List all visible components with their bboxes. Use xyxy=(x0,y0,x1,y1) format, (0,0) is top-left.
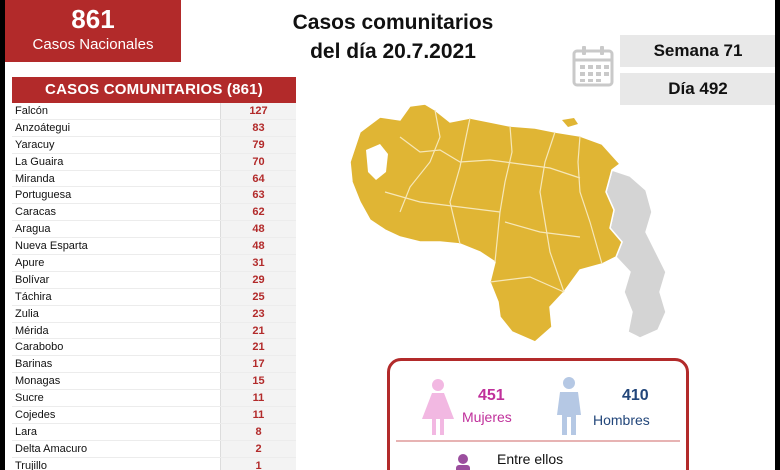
state-cases: 25 xyxy=(220,288,296,305)
table-row: Barinas 17 xyxy=(12,356,296,374)
day-box: Día 492 xyxy=(620,73,775,105)
state-name: Zulia xyxy=(15,307,39,320)
map-margarita-island xyxy=(562,118,578,127)
state-cases: 15 xyxy=(220,373,296,390)
gender-breakdown-panel: 451 Mujeres 410 Hombres Entre ellos xyxy=(387,358,689,470)
state-name: Carabobo xyxy=(15,341,64,354)
state-name: Aragua xyxy=(15,223,51,236)
page-title: Casos comunitarios del día 20.7.2021 xyxy=(255,8,531,66)
table-row: La Guaira 70 xyxy=(12,153,296,171)
map-maracaibo-lake xyxy=(366,144,388,180)
table-row: Carabobo 21 xyxy=(12,339,296,357)
state-cases: 70 xyxy=(220,153,296,170)
national-cases-badge: 861 Casos Nacionales xyxy=(5,0,181,62)
state-name: Táchira xyxy=(15,290,52,303)
women-label: Mujeres xyxy=(462,409,512,425)
state-cases: 31 xyxy=(220,255,296,271)
table-row: Nueva Esparta 48 xyxy=(12,238,296,256)
table-row: Caracas 62 xyxy=(12,204,296,222)
state-name: Miranda xyxy=(15,172,55,185)
state-cases: 79 xyxy=(220,136,296,153)
men-label: Hombres xyxy=(593,412,650,428)
table-row: Lara 8 xyxy=(12,423,296,441)
infographic: 861 Casos Nacionales Casos comunitarios … xyxy=(5,0,775,470)
cases-table: CASOS COMUNITARIOS (861) Falcón 127 Anzoát… xyxy=(12,77,296,470)
state-cases: 11 xyxy=(220,407,296,423)
cases-table-header: CASOS COMUNITARIOS (861) xyxy=(12,77,296,103)
state-cases: 11 xyxy=(220,390,296,407)
table-row: Bolívar 29 xyxy=(12,271,296,289)
cases-table-body: Falcón 127 Anzoátegui 83 Yaracuy 79 La Guaira 7… xyxy=(12,103,296,470)
extra-text: Entre ellos xyxy=(497,451,564,467)
table-row: Apure 31 xyxy=(12,255,296,272)
state-cases: 21 xyxy=(220,339,296,356)
state-name: Portuguesa xyxy=(15,189,72,202)
state-cases: 2 xyxy=(220,440,296,457)
women-count: 451 xyxy=(478,387,505,404)
state-cases: 29 xyxy=(220,271,296,288)
table-row: Yaracuy 79 xyxy=(12,136,296,154)
table-row: Anzoátegui 83 xyxy=(12,119,296,137)
national-cases-count: 861 xyxy=(71,4,115,34)
state-name: Caracas xyxy=(15,206,56,219)
state-cases: 48 xyxy=(220,221,296,238)
week-box: Semana 71 xyxy=(620,35,775,67)
table-row: Delta Amacuro 2 xyxy=(12,440,296,458)
state-name: Mérida xyxy=(15,324,49,337)
state-name: Lara xyxy=(15,425,38,438)
venezuela-map xyxy=(349,103,667,343)
state-name: Yaracuy xyxy=(15,138,55,151)
state-cases: 1 xyxy=(220,457,296,470)
state-name: Apure xyxy=(15,257,45,270)
man-icon xyxy=(557,377,581,435)
map-state-borders xyxy=(384,109,603,293)
state-name: Anzoátegui xyxy=(15,121,71,134)
state-cases: 21 xyxy=(220,322,296,339)
state-cases: 8 xyxy=(220,423,296,440)
table-row: Mérida 21 xyxy=(12,322,296,340)
state-name: Sucre xyxy=(15,392,44,405)
state-name: Bolívar xyxy=(15,273,50,286)
table-row: Monagas 15 xyxy=(12,373,296,391)
table-row: Zulia 23 xyxy=(12,305,296,323)
national-cases-label: Casos Nacionales xyxy=(32,36,154,53)
men-count: 410 xyxy=(622,387,649,404)
divider xyxy=(396,440,680,442)
state-cases: 63 xyxy=(220,187,296,204)
state-cases: 83 xyxy=(220,119,296,136)
state-cases: 48 xyxy=(220,238,296,255)
state-name: Monagas xyxy=(15,375,61,388)
table-row: Cojedes 11 xyxy=(12,407,296,424)
table-row: Sucre 11 xyxy=(12,390,296,408)
state-name: La Guaira xyxy=(15,155,64,168)
table-row: Falcón 127 xyxy=(12,103,296,120)
table-row: Trujillo 1 xyxy=(12,457,296,470)
table-row: Miranda 64 xyxy=(12,170,296,188)
state-cases: 62 xyxy=(220,204,296,221)
state-cases: 127 xyxy=(220,103,296,119)
state-cases: 17 xyxy=(220,356,296,373)
child-icon xyxy=(456,454,470,470)
table-row: Aragua 48 xyxy=(12,221,296,239)
woman-icon xyxy=(422,379,454,435)
title-line-2: del día 20.7.2021 xyxy=(310,40,476,63)
state-name: Barinas xyxy=(15,358,53,371)
state-name: Falcón xyxy=(15,105,49,117)
state-name: Nueva Esparta xyxy=(15,240,88,253)
state-cases: 23 xyxy=(220,305,296,322)
table-row: Portuguesa 63 xyxy=(12,187,296,205)
state-name: Delta Amacuro xyxy=(15,442,88,455)
map-venezuela-states xyxy=(349,103,623,343)
calendar-icon xyxy=(572,46,614,87)
state-cases: 64 xyxy=(220,170,296,187)
state-name: Trujillo xyxy=(15,459,47,470)
title-line-1: Casos comunitarios xyxy=(292,11,494,34)
table-row: Táchira 25 xyxy=(12,288,296,306)
state-name: Cojedes xyxy=(15,409,56,422)
